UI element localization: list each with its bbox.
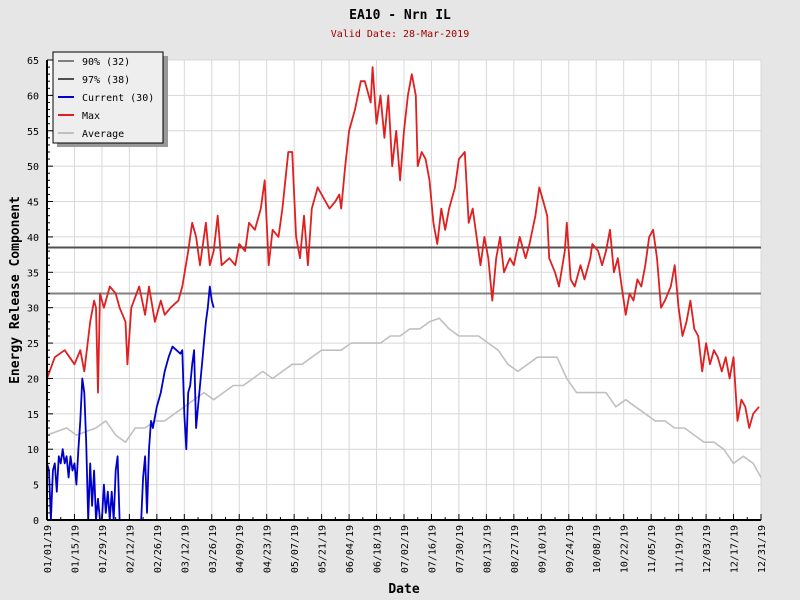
- y-tick-label: 30: [27, 304, 39, 315]
- x-tick-label: 01/15/19: [70, 525, 81, 573]
- x-tick-label: 11/05/19: [647, 525, 658, 573]
- x-tick-label: 08/13/19: [482, 525, 493, 573]
- x-tick-label: 04/09/19: [235, 525, 246, 573]
- x-tick-label: 02/26/19: [153, 525, 164, 573]
- x-tick-label: 01/01/19: [43, 525, 54, 573]
- y-tick-label: 45: [27, 198, 39, 209]
- chart-subtitle: Valid Date: 28-Mar-2019: [331, 29, 469, 40]
- series-line-max: [46, 66, 760, 429]
- y-tick-label: 60: [27, 91, 39, 102]
- legend-label-current: Current (30): [82, 93, 154, 104]
- x-tick-label: 06/18/19: [373, 525, 384, 573]
- x-tick-label: 01/29/19: [98, 525, 109, 573]
- y-tick-label: 0: [33, 516, 39, 527]
- x-tick-label: 12/31/19: [757, 525, 768, 573]
- threshold-lines: [47, 246, 761, 295]
- legend-label-average: Average: [82, 129, 124, 140]
- x-tick-label: 05/07/19: [290, 525, 301, 573]
- y-tick-label: 40: [27, 233, 39, 244]
- x-tick-label: 07/30/19: [455, 525, 466, 573]
- legend-label-p90: 90% (32): [82, 57, 130, 68]
- chart-title: EA10 - Nrn IL: [349, 8, 451, 23]
- x-axis-label: Date: [388, 582, 419, 597]
- x-tick-label: 02/12/19: [125, 525, 136, 573]
- x-tick-label: 12/03/19: [702, 525, 713, 573]
- x-tick-label: 03/26/19: [208, 525, 219, 573]
- x-tick-label: 09/24/19: [565, 525, 576, 573]
- y-tick-label: 35: [27, 268, 39, 279]
- x-tick-label: 06/04/19: [345, 525, 356, 573]
- x-tick-label: 12/17/19: [730, 525, 741, 573]
- x-tick-label: 08/27/19: [510, 525, 521, 573]
- x-tick-label: 10/08/19: [592, 525, 603, 573]
- y-tick-label: 50: [27, 162, 39, 173]
- x-tick-label: 10/22/19: [620, 525, 631, 573]
- x-tick-label: 03/12/19: [180, 525, 191, 573]
- x-tick-label: 09/10/19: [537, 525, 548, 573]
- y-tick-label: 15: [27, 410, 39, 421]
- legend: 90% (32) 97% (38) Current (30) Max Average: [52, 51, 168, 147]
- series-line-average: [46, 317, 762, 478]
- y-tick-label: 55: [27, 127, 39, 138]
- x-tick-label: 11/19/19: [675, 525, 686, 573]
- y-tick-label: 65: [27, 56, 39, 67]
- x-tick-label: 05/21/19: [318, 525, 329, 573]
- y-tick-label: 20: [27, 374, 39, 385]
- axes: 0 5 10 15 20 25 30 35 40 45 50 55 60 65 01/01/19 01/15/…: [27, 56, 768, 573]
- y-tick-label: 10: [27, 445, 39, 456]
- x-tick-label: 07/16/19: [427, 525, 438, 573]
- y-tick-label: 5: [33, 481, 39, 492]
- legend-label-p97: 97% (38): [82, 75, 130, 86]
- y-tick-label: 25: [27, 339, 39, 350]
- y-axis-label: Energy Release Component: [8, 196, 23, 384]
- x-tick-label: 04/23/19: [263, 525, 274, 573]
- x-tick-label: 07/02/19: [400, 525, 411, 573]
- legend-label-max: Max: [82, 111, 100, 122]
